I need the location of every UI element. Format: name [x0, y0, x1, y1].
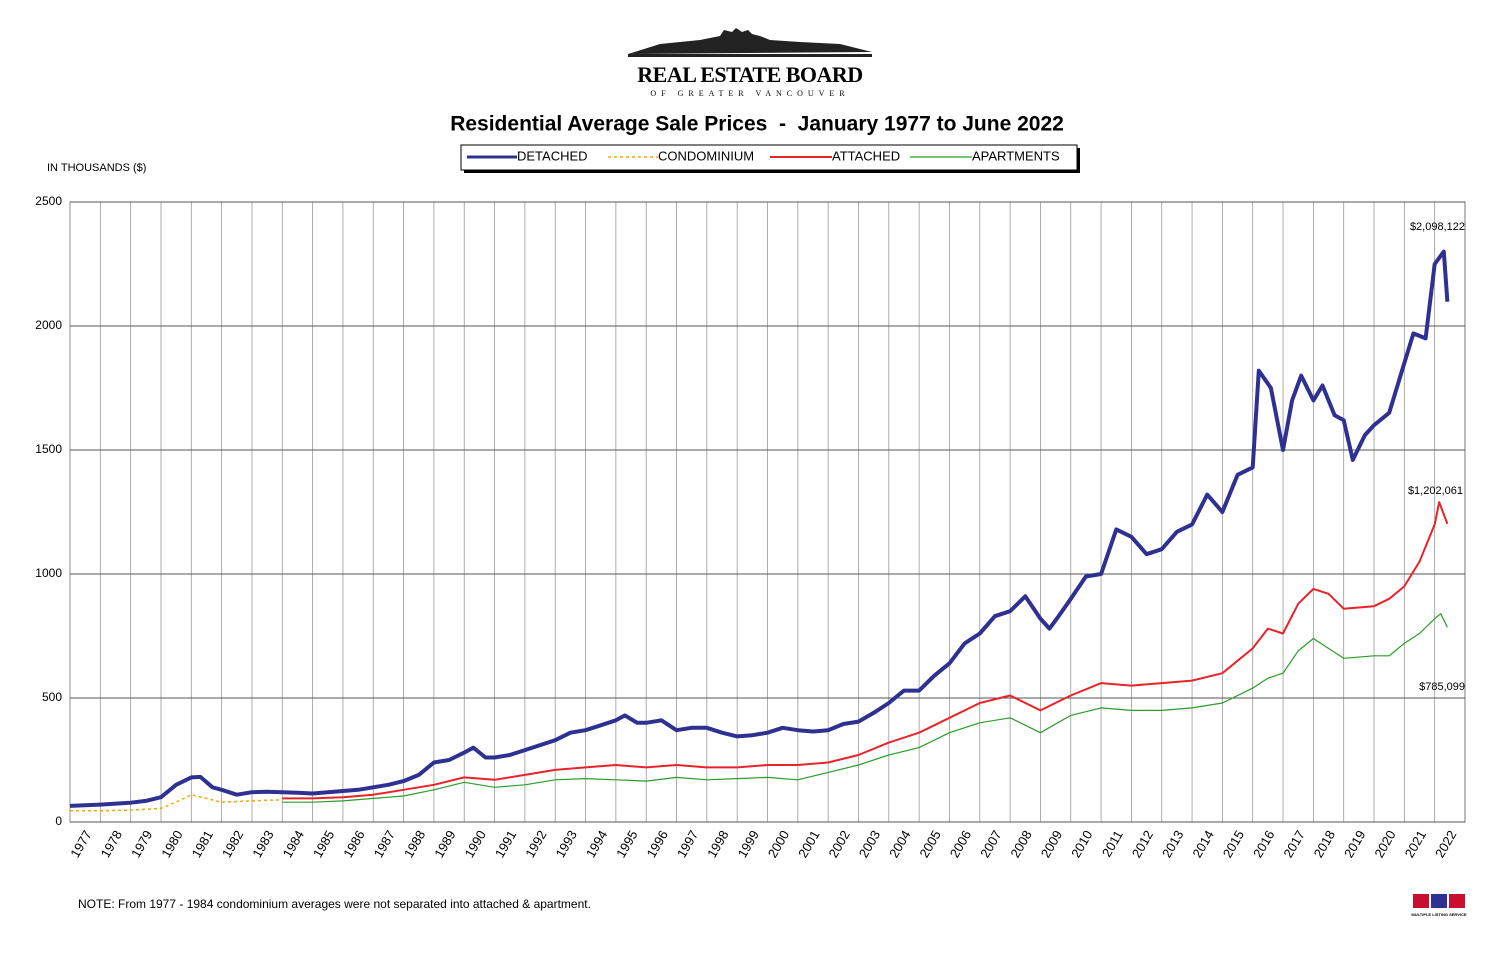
x-tick-label: 1983 [249, 828, 276, 861]
x-tick-label: 1994 [583, 828, 610, 861]
x-tick-label: 1999 [734, 828, 761, 861]
x-tick-label: 1988 [401, 828, 428, 861]
x-tick-label: 2012 [1129, 828, 1156, 861]
y-tick-label: 1000 [35, 566, 62, 580]
x-tick-label: 1980 [158, 828, 185, 861]
y-tick-label: 2500 [35, 194, 62, 208]
x-tick-label: 1991 [492, 828, 519, 861]
x-tick-label: 1977 [67, 828, 94, 861]
mls-text: MULTIPLE LISTING SERVICE [1411, 912, 1467, 917]
x-tick-label: 2014 [1189, 828, 1216, 861]
legend-label: CONDOMINIUM [658, 148, 754, 163]
x-tick-label: 1981 [189, 828, 216, 861]
x-tick-label: 2011 [1099, 828, 1126, 860]
series-line [282, 613, 1448, 803]
x-tick-label: 2010 [1068, 828, 1095, 861]
legend-label: ATTACHED [832, 148, 900, 163]
y-tick-label: 1500 [35, 442, 62, 456]
x-tick-label: 2006 [947, 828, 974, 861]
mls-logo [1413, 894, 1465, 908]
y-tick-label: 2000 [35, 318, 62, 332]
x-tick-label: 1993 [553, 828, 580, 861]
x-tick-label: 2003 [856, 828, 883, 861]
x-tick-label: 2017 [1280, 828, 1307, 861]
x-tick-label: 1978 [98, 828, 125, 861]
x-tick-label: 1998 [704, 828, 731, 861]
x-tick-label: 2005 [916, 828, 943, 861]
x-tick-label: 1985 [310, 828, 337, 861]
x-tick-label: 1992 [522, 828, 549, 861]
x-tick-label: 1979 [128, 828, 155, 861]
x-tick-label: 1987 [371, 828, 398, 861]
x-tick-label: 2004 [886, 828, 913, 861]
annotation: $1,202,061 [1408, 485, 1463, 497]
x-tick-label: 2013 [1159, 828, 1186, 861]
y-tick-label: 0 [55, 814, 62, 828]
series-line [70, 793, 283, 812]
series-line [69, 249, 1450, 808]
legend-box [460, 144, 1078, 171]
annotation: $2,098,122 [1410, 221, 1465, 233]
legend-label: APARTMENTS [972, 148, 1060, 163]
y-axis-label: IN THOUSANDS ($) [47, 162, 146, 174]
org-name: REAL ESTATE BOARD [637, 62, 862, 87]
x-tick-label: 2020 [1371, 828, 1398, 861]
series-line [282, 501, 1449, 800]
x-tick-label: 1982 [219, 828, 246, 861]
chart-title: Residential Average Sale Prices - Januar… [450, 113, 1064, 136]
x-tick-label: 2015 [1220, 828, 1247, 861]
x-tick-label: 2000 [765, 828, 792, 861]
x-tick-label: 1990 [462, 828, 489, 861]
x-tick-label: 2021 [1402, 828, 1429, 861]
x-tick-label: 1986 [340, 828, 367, 861]
x-tick-label: 1996 [643, 828, 670, 861]
x-tick-label: 1995 [613, 828, 640, 861]
x-tick-label: 2007 [977, 828, 1004, 861]
logo-skyline [628, 28, 872, 57]
x-tick-label: 1984 [280, 828, 307, 861]
x-tick-label: 2009 [1038, 828, 1065, 861]
org-sub: OF GREATER VANCOUVER [650, 89, 849, 98]
annotation: $785,099 [1419, 681, 1465, 693]
x-tick-label: 2008 [1007, 828, 1034, 861]
x-tick-label: 2002 [825, 828, 852, 861]
x-tick-label: 2018 [1311, 828, 1338, 861]
x-tick-label: 1997 [674, 828, 701, 861]
x-tick-label: 2016 [1250, 828, 1277, 861]
x-tick-label: 2019 [1341, 828, 1368, 861]
x-tick-label: 1989 [431, 828, 458, 861]
x-tick-label: 2001 [795, 828, 822, 861]
legend-label: DETACHED [517, 148, 588, 163]
x-tick-label: 2022 [1432, 828, 1459, 861]
note: NOTE: From 1977 - 1984 condominium avera… [78, 897, 591, 911]
y-tick-label: 500 [42, 690, 62, 704]
